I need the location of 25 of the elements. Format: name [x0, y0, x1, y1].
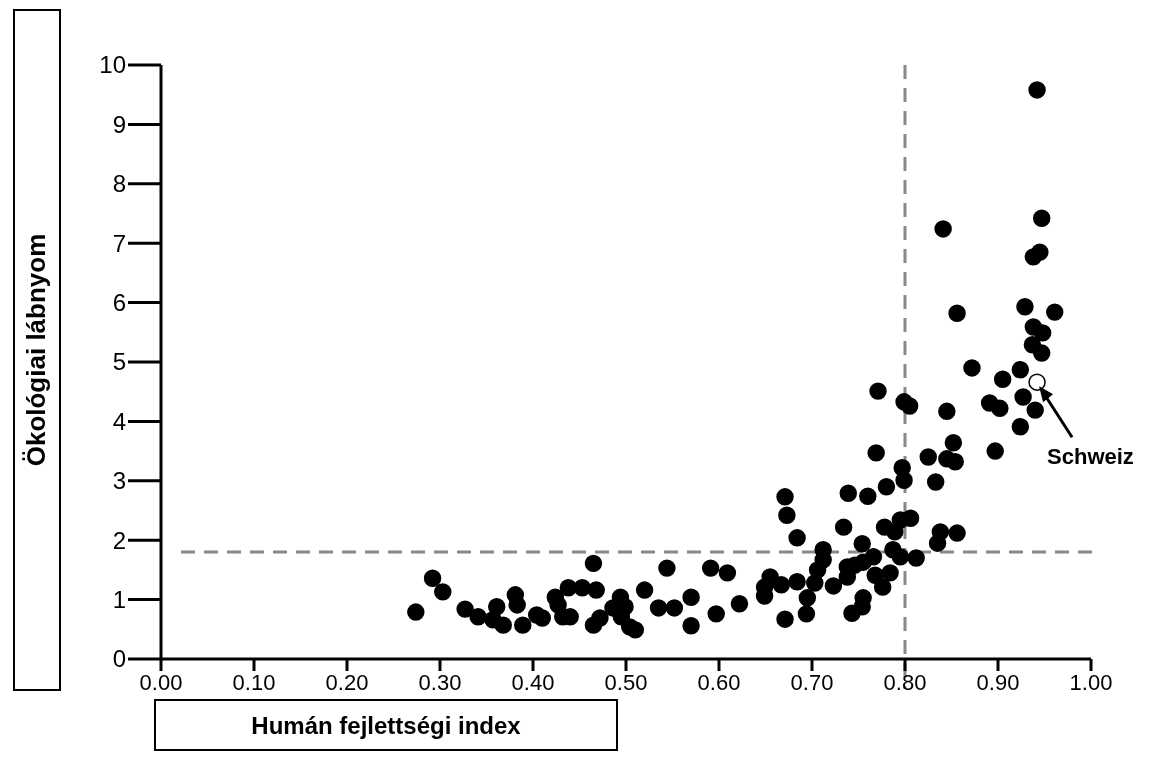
y-tick-label: 4: [112, 407, 126, 435]
y-axis-title: Ökológiai lábnyom: [21, 233, 51, 467]
y-tick-label: 6: [112, 289, 126, 316]
x-tick-label: 0.00: [139, 670, 183, 695]
y-tick-label: 10: [99, 51, 126, 79]
y-tick-label: 5: [112, 348, 126, 376]
y-tick-label: 9: [112, 110, 126, 138]
x-tick-label: 0.30: [418, 670, 462, 695]
x-tick-label: 0.80: [883, 670, 927, 695]
annotation: Schweiz: [1047, 444, 1134, 470]
y-tick-label: 7: [112, 229, 126, 257]
y-tick-label: 0: [112, 645, 126, 673]
y-tick-label: 3: [112, 467, 126, 495]
y-tick-label: 2: [112, 526, 126, 554]
x-tick-label: 0.10: [232, 670, 276, 695]
x-tick-label: 0.60: [697, 670, 741, 695]
x-tick-label: 0.40: [511, 670, 555, 695]
x-tick-label: 1.00: [1069, 670, 1113, 695]
y-tick-label: 1: [112, 586, 126, 613]
x-tick-label: 0.20: [325, 670, 369, 695]
x-tick-label: 0.50: [604, 670, 648, 695]
y-tick-label: 8: [112, 170, 126, 198]
x-tick-label: 0.70: [790, 670, 834, 695]
x-tick-label: 0.90: [976, 670, 1020, 695]
x-axis-title: Humán fejlettségi index: [251, 712, 522, 739]
